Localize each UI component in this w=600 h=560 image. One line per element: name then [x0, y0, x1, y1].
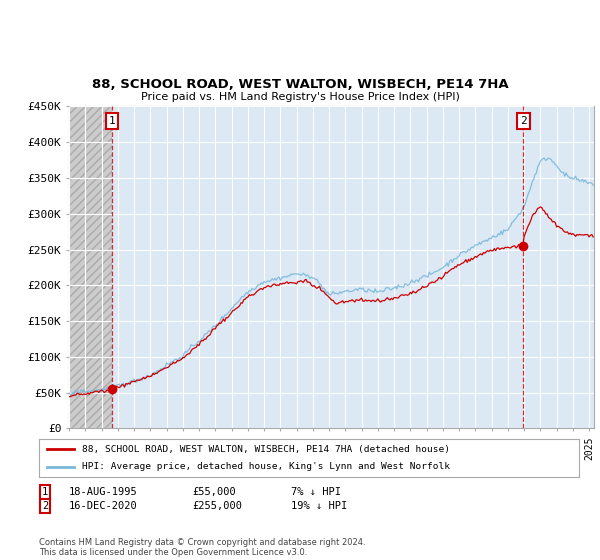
Text: 2: 2: [520, 116, 527, 126]
Text: 1: 1: [42, 487, 48, 497]
Text: 1: 1: [109, 116, 115, 126]
Text: 88, SCHOOL ROAD, WEST WALTON, WISBECH, PE14 7HA (detached house): 88, SCHOOL ROAD, WEST WALTON, WISBECH, P…: [82, 445, 450, 454]
Text: 18-AUG-1995: 18-AUG-1995: [69, 487, 138, 497]
Text: £255,000: £255,000: [192, 501, 242, 511]
Text: £55,000: £55,000: [192, 487, 236, 497]
Bar: [69, 106, 112, 428]
Text: 16-DEC-2020: 16-DEC-2020: [69, 501, 138, 511]
Text: HPI: Average price, detached house, King's Lynn and West Norfolk: HPI: Average price, detached house, King…: [82, 463, 450, 472]
Text: 88, SCHOOL ROAD, WEST WALTON, WISBECH, PE14 7HA: 88, SCHOOL ROAD, WEST WALTON, WISBECH, P…: [92, 78, 508, 91]
Bar: [69, 106, 112, 428]
Text: Contains HM Land Registry data © Crown copyright and database right 2024.
This d: Contains HM Land Registry data © Crown c…: [39, 538, 365, 557]
Text: 7% ↓ HPI: 7% ↓ HPI: [291, 487, 341, 497]
Text: Price paid vs. HM Land Registry's House Price Index (HPI): Price paid vs. HM Land Registry's House …: [140, 92, 460, 102]
Text: 2: 2: [42, 501, 48, 511]
Text: 19% ↓ HPI: 19% ↓ HPI: [291, 501, 347, 511]
